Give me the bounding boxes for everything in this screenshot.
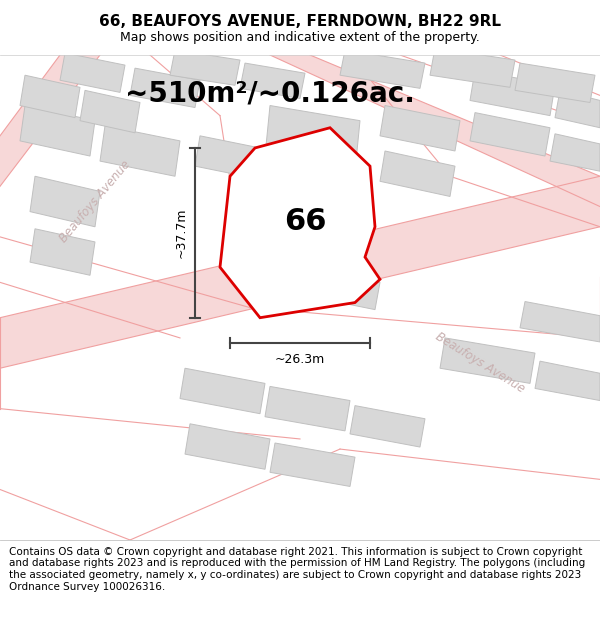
Polygon shape [550, 134, 600, 171]
Polygon shape [470, 112, 550, 156]
Polygon shape [195, 136, 275, 181]
Polygon shape [265, 106, 360, 171]
Polygon shape [265, 386, 350, 431]
Polygon shape [315, 270, 380, 309]
Polygon shape [380, 106, 460, 151]
Polygon shape [515, 63, 595, 102]
Polygon shape [20, 106, 95, 156]
Polygon shape [0, 55, 100, 186]
Polygon shape [440, 338, 535, 383]
Polygon shape [100, 126, 180, 176]
Polygon shape [30, 229, 95, 275]
Polygon shape [280, 196, 360, 237]
Polygon shape [130, 68, 200, 108]
Polygon shape [380, 151, 455, 196]
Text: Map shows position and indicative extent of the property.: Map shows position and indicative extent… [120, 31, 480, 44]
Polygon shape [275, 153, 345, 196]
Text: ~26.3m: ~26.3m [275, 353, 325, 366]
Polygon shape [520, 301, 600, 342]
Polygon shape [20, 75, 80, 118]
Polygon shape [270, 55, 600, 206]
Polygon shape [80, 91, 140, 132]
Text: 66: 66 [284, 208, 326, 236]
Polygon shape [180, 368, 265, 414]
Polygon shape [0, 176, 600, 368]
Polygon shape [220, 127, 380, 318]
Polygon shape [60, 53, 125, 92]
Polygon shape [470, 70, 555, 116]
Polygon shape [30, 176, 100, 227]
Text: ~37.7m: ~37.7m [175, 208, 188, 258]
Polygon shape [430, 48, 515, 88]
Polygon shape [240, 63, 305, 99]
Polygon shape [555, 91, 600, 128]
Polygon shape [270, 443, 355, 486]
Text: Beaufoys Avenue: Beaufoys Avenue [433, 331, 527, 396]
Text: Contains OS data © Crown copyright and database right 2021. This information is : Contains OS data © Crown copyright and d… [9, 547, 585, 592]
Text: 66, BEAUFOYS AVENUE, FERNDOWN, BH22 9RL: 66, BEAUFOYS AVENUE, FERNDOWN, BH22 9RL [99, 14, 501, 29]
Polygon shape [535, 361, 600, 401]
Text: Beaufoys Avenue: Beaufoys Avenue [57, 158, 133, 245]
Polygon shape [340, 50, 425, 88]
Polygon shape [170, 50, 240, 85]
Polygon shape [350, 406, 425, 447]
Text: ~510m²/~0.126ac.: ~510m²/~0.126ac. [125, 79, 415, 107]
Polygon shape [185, 424, 270, 469]
